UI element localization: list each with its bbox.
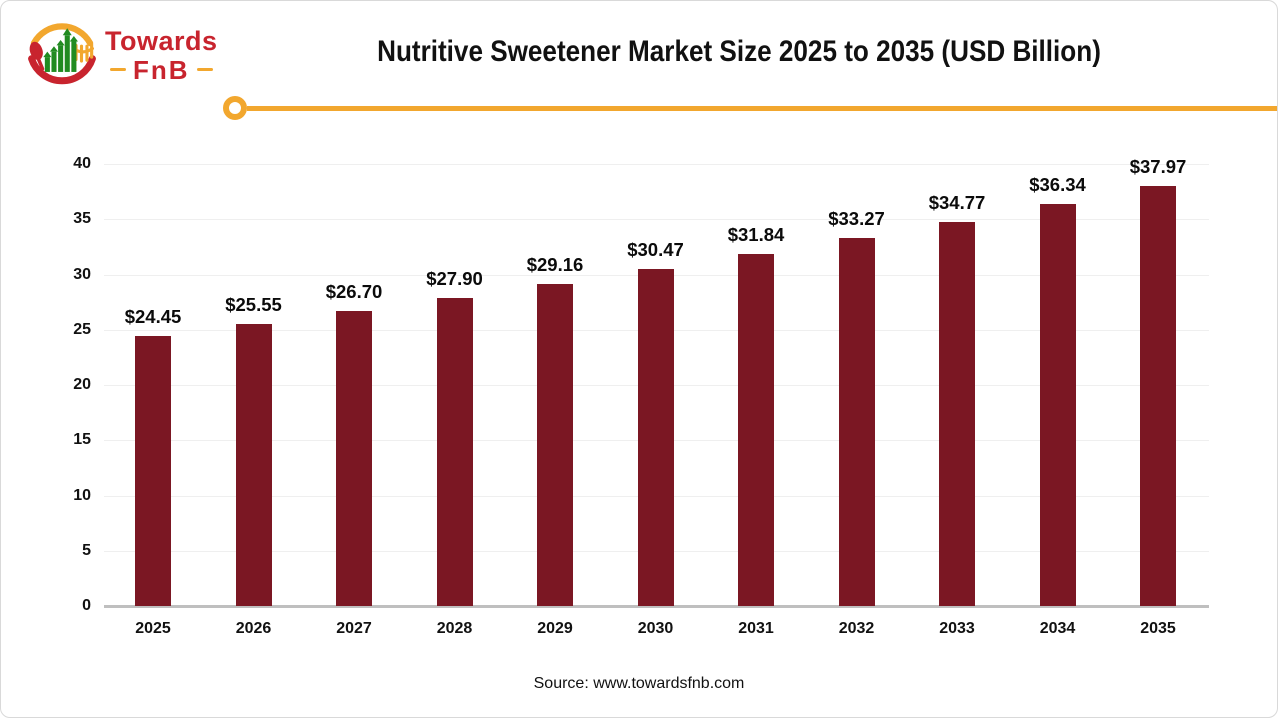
y-tick-label: 35 [73,210,91,228]
x-tick-label: 2032 [838,620,875,637]
chart-title: Nutritive Sweetener Market Size 2025 to … [377,35,1101,68]
bar-value-label: $25.55 [225,293,282,315]
brand-logo: Towards FnB [23,15,218,93]
logo-dash-right-icon [196,68,213,71]
y-tick-label: 40 [73,155,91,172]
bar-value-label: $34.77 [928,191,986,213]
gridline [104,164,1209,165]
bar-value-label: $29.16 [526,253,584,275]
brand-wordmark: Towards FnB [105,26,218,83]
x-tick-label: 2031 [738,620,774,637]
y-tick-label: 15 [73,431,91,449]
bar-value-label: $37.97 [1129,156,1187,178]
x-tick-label: 2025 [135,620,171,637]
bar-value-label: $26.70 [325,280,383,302]
x-tick-label: 2030 [637,620,674,637]
y-tick-label: 10 [73,486,91,504]
divider-line [247,106,1277,111]
x-axis-line [104,605,1209,608]
bar-2029 [537,283,573,606]
bar-2031 [738,254,774,606]
bar-2035 [1140,186,1176,606]
x-tick-label: 2034 [1039,620,1076,637]
bar-2027 [336,310,372,606]
bar-value-label: $36.34 [1029,174,1086,196]
bar-2032 [838,238,875,606]
divider-ring-icon [223,96,247,120]
x-tick-label: 2027 [336,620,372,637]
x-tick-label: 2033 [939,620,975,637]
bar-value-label: $30.47 [627,239,684,261]
brand-name-top: Towards [105,25,218,56]
x-tick-label: 2029 [537,620,573,637]
brand-name-bottom: FnB [132,54,190,85]
brand-emblem-icon [28,23,96,85]
bar-value-label: $33.27 [828,208,885,230]
bar-value-label: $27.90 [426,267,483,289]
y-tick-label: 0 [82,597,91,614]
bar-value-label: $24.45 [124,305,182,327]
gridline [104,219,1209,221]
bar-2034 [1039,204,1076,606]
x-tick-label: 2028 [436,620,473,637]
bar-2030 [637,269,674,606]
bar-2026 [235,323,272,606]
bar-2025 [135,335,171,606]
y-tick-label: 5 [82,541,91,559]
bar-2028 [436,297,473,606]
source-caption: Source: www.towardsfnb.com [533,675,745,692]
x-tick-label: 2035 [1140,620,1176,637]
y-tick-label: 30 [73,265,91,283]
x-tick-label: 2026 [235,620,272,637]
bar-2033 [939,221,975,606]
bar-value-label: $31.84 [727,224,785,246]
y-tick-label: 20 [73,376,91,393]
y-tick-label: 25 [73,320,91,338]
logo-dash-left-icon [109,68,126,71]
